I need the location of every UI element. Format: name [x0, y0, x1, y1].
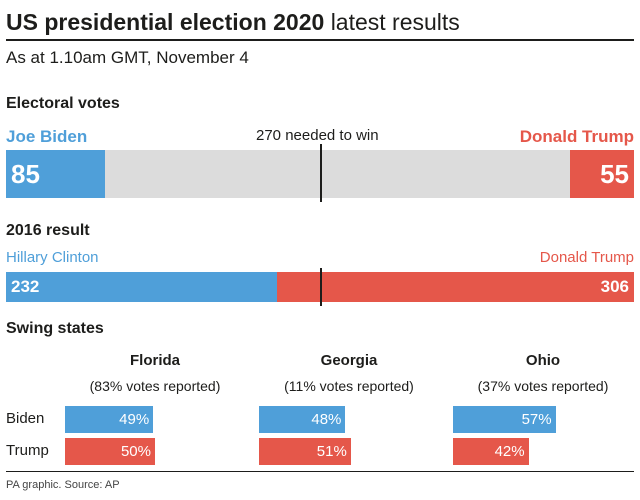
swing-value: 51% [316, 443, 347, 460]
result2016-right-bar: 306 [276, 272, 634, 302]
section-2016-result: 2016 result [6, 222, 90, 239]
swing-series-label-biden: Biden [6, 410, 45, 427]
swing-bar-trump-florida: 50% [65, 438, 155, 465]
swing-value: 57% [521, 411, 552, 428]
candidate-right-name: Donald Trump [519, 127, 634, 146]
result2016-left-bar: 232 [6, 272, 277, 302]
state-reported-georgia: (11% votes reported) [284, 378, 414, 394]
title-light: latest results [330, 9, 460, 35]
swing-value: 42% [494, 443, 525, 460]
result2016-right-value: 306 [600, 277, 629, 296]
swing-bar-biden-florida: 49% [65, 406, 154, 433]
swing-value: 50% [120, 443, 151, 460]
swing-bar-biden-ohio: 57% [453, 406, 556, 433]
electoral-left-value: 85 [11, 158, 40, 189]
electoral-left-bar: 85 [6, 150, 106, 198]
result2016-track: 232 306 [6, 272, 634, 302]
state-reported-ohio: (37% votes reported) [477, 378, 609, 394]
state-title-georgia: Georgia [320, 352, 378, 369]
page-title: US presidential election 2020 latest res… [6, 8, 460, 36]
state-title-ohio: Ohio [525, 352, 561, 369]
electoral-right-bar: 55 [569, 150, 634, 198]
section-swing-states: Swing states [6, 320, 104, 337]
electoral-threshold-line [320, 144, 323, 202]
swing-bar-trump-ohio: 42% [453, 438, 529, 465]
swing-value: 49% [119, 411, 150, 428]
electoral-track: 85 55 [6, 150, 634, 198]
result2016-left-value: 232 [11, 277, 40, 296]
result2016-right-name: Donald Trump [539, 249, 634, 266]
threshold-label: 270 needed to win [256, 127, 379, 144]
state-reported-florida: (83% votes reported) [89, 378, 221, 394]
result2016-left-name: Hillary Clinton [6, 249, 99, 266]
title-bold: US presidential election 2020 [6, 9, 325, 35]
bottom-rule [6, 471, 634, 472]
swing-series-label-trump: Trump [6, 442, 49, 459]
swing-value: 48% [311, 411, 342, 428]
state-title-florida: Florida [129, 352, 180, 369]
footer-source: PA graphic. Source: AP [6, 479, 120, 491]
swing-bar-trump-georgia: 51% [259, 438, 351, 465]
result2016-threshold-line [320, 268, 323, 306]
top-rule [6, 39, 634, 41]
candidate-left-name: Joe Biden [6, 127, 88, 146]
electoral-right-value: 55 [600, 158, 629, 189]
subtitle: As at 1.10am GMT, November 4 [6, 48, 249, 67]
section-electoral-votes: Electoral votes [6, 95, 120, 112]
swing-bar-biden-georgia: 48% [259, 406, 346, 433]
